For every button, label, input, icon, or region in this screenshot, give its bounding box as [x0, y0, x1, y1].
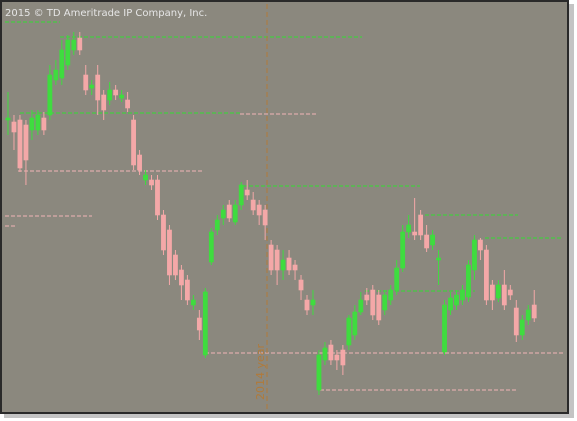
candle-body	[149, 179, 154, 186]
candle-body	[436, 257, 441, 261]
candle-body	[513, 307, 519, 336]
candle-body	[412, 231, 418, 236]
candle-body	[274, 249, 280, 271]
candle-body	[250, 199, 256, 211]
candle-body	[35, 114, 41, 131]
candle-body	[322, 347, 328, 361]
candle-body	[179, 269, 184, 286]
candle-body	[406, 224, 412, 233]
candle-body	[262, 209, 268, 226]
candle-body	[358, 299, 364, 313]
candle-body	[400, 231, 406, 269]
candle-body	[5, 117, 11, 121]
candle-body	[489, 284, 495, 301]
candle-body	[472, 239, 477, 271]
candle-body	[143, 174, 148, 181]
candle-body	[244, 189, 250, 196]
candle-body	[107, 89, 113, 101]
candle-body	[95, 74, 101, 101]
candle-body	[334, 354, 340, 361]
candle-body	[460, 289, 465, 301]
candle-body	[137, 154, 142, 171]
candle-body	[466, 264, 471, 298]
candle-body	[41, 117, 47, 131]
candle-body	[208, 231, 214, 263]
candle-body	[292, 264, 298, 271]
candle-body	[17, 119, 23, 169]
candle-body	[376, 294, 382, 321]
candle-body	[424, 234, 429, 249]
candle-body	[304, 299, 310, 311]
candle-body	[531, 304, 537, 319]
candle-body	[29, 117, 35, 131]
candle-body	[519, 319, 525, 336]
candle-body	[525, 309, 531, 321]
candle-body	[442, 304, 447, 353]
candle-body	[59, 49, 65, 79]
candle-body	[131, 119, 136, 166]
candle-body	[394, 267, 400, 291]
candle-body	[89, 84, 95, 89]
candle-body	[71, 39, 77, 51]
candle-body	[101, 94, 107, 111]
candle-body	[286, 257, 292, 271]
candle-body	[77, 37, 83, 51]
candle-body	[280, 259, 286, 271]
candle-body	[47, 74, 53, 116]
candle-body	[448, 297, 453, 311]
candle-body	[388, 289, 394, 301]
candle-body	[418, 214, 424, 236]
candle-body	[316, 354, 322, 391]
candle-body	[119, 94, 125, 99]
candle-body	[53, 69, 59, 81]
candle-body	[340, 349, 346, 366]
candle-body	[167, 229, 172, 276]
candle-body	[454, 294, 459, 306]
candle-body	[310, 299, 316, 306]
candle-body	[478, 239, 483, 251]
candle-body	[125, 99, 130, 109]
candle-body	[202, 291, 208, 356]
candle-body	[483, 249, 489, 301]
plot-background	[0, 0, 569, 414]
year-label: 2014 year	[254, 343, 267, 400]
copyright: 2015 © TD Ameritrade IP Company, Inc.	[5, 8, 207, 19]
candle-body	[238, 184, 244, 206]
candle-body	[173, 254, 178, 276]
candle-body	[430, 234, 435, 246]
candle-body	[161, 214, 166, 251]
candle-body	[83, 74, 89, 91]
candle-body	[190, 299, 196, 306]
candle-body	[113, 89, 119, 96]
candle-body	[352, 311, 358, 336]
candle-body	[23, 124, 29, 161]
candle-body	[214, 219, 220, 231]
candle-body	[220, 209, 226, 219]
candle-body	[298, 279, 304, 291]
candle-body	[364, 294, 370, 301]
candle-body	[185, 279, 190, 301]
candle-body	[501, 284, 507, 306]
candle-body	[65, 39, 71, 66]
candle-body	[226, 204, 232, 219]
candle-body	[370, 289, 376, 316]
candle-body	[11, 121, 17, 133]
candle-body	[382, 294, 388, 311]
candle-body	[346, 317, 352, 346]
candle-body	[155, 179, 160, 216]
candle-body	[268, 244, 274, 271]
candle-body	[507, 289, 513, 296]
candle-body	[495, 284, 501, 299]
candle-body	[256, 204, 262, 216]
candle-body	[328, 344, 334, 361]
candle-body	[232, 204, 238, 223]
candle-body	[196, 317, 202, 331]
